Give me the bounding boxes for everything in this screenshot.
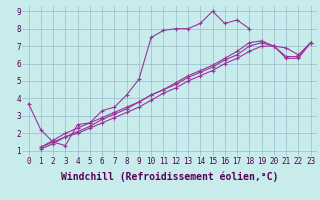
X-axis label: Windchill (Refroidissement éolien,°C): Windchill (Refroidissement éolien,°C) — [61, 172, 278, 182]
